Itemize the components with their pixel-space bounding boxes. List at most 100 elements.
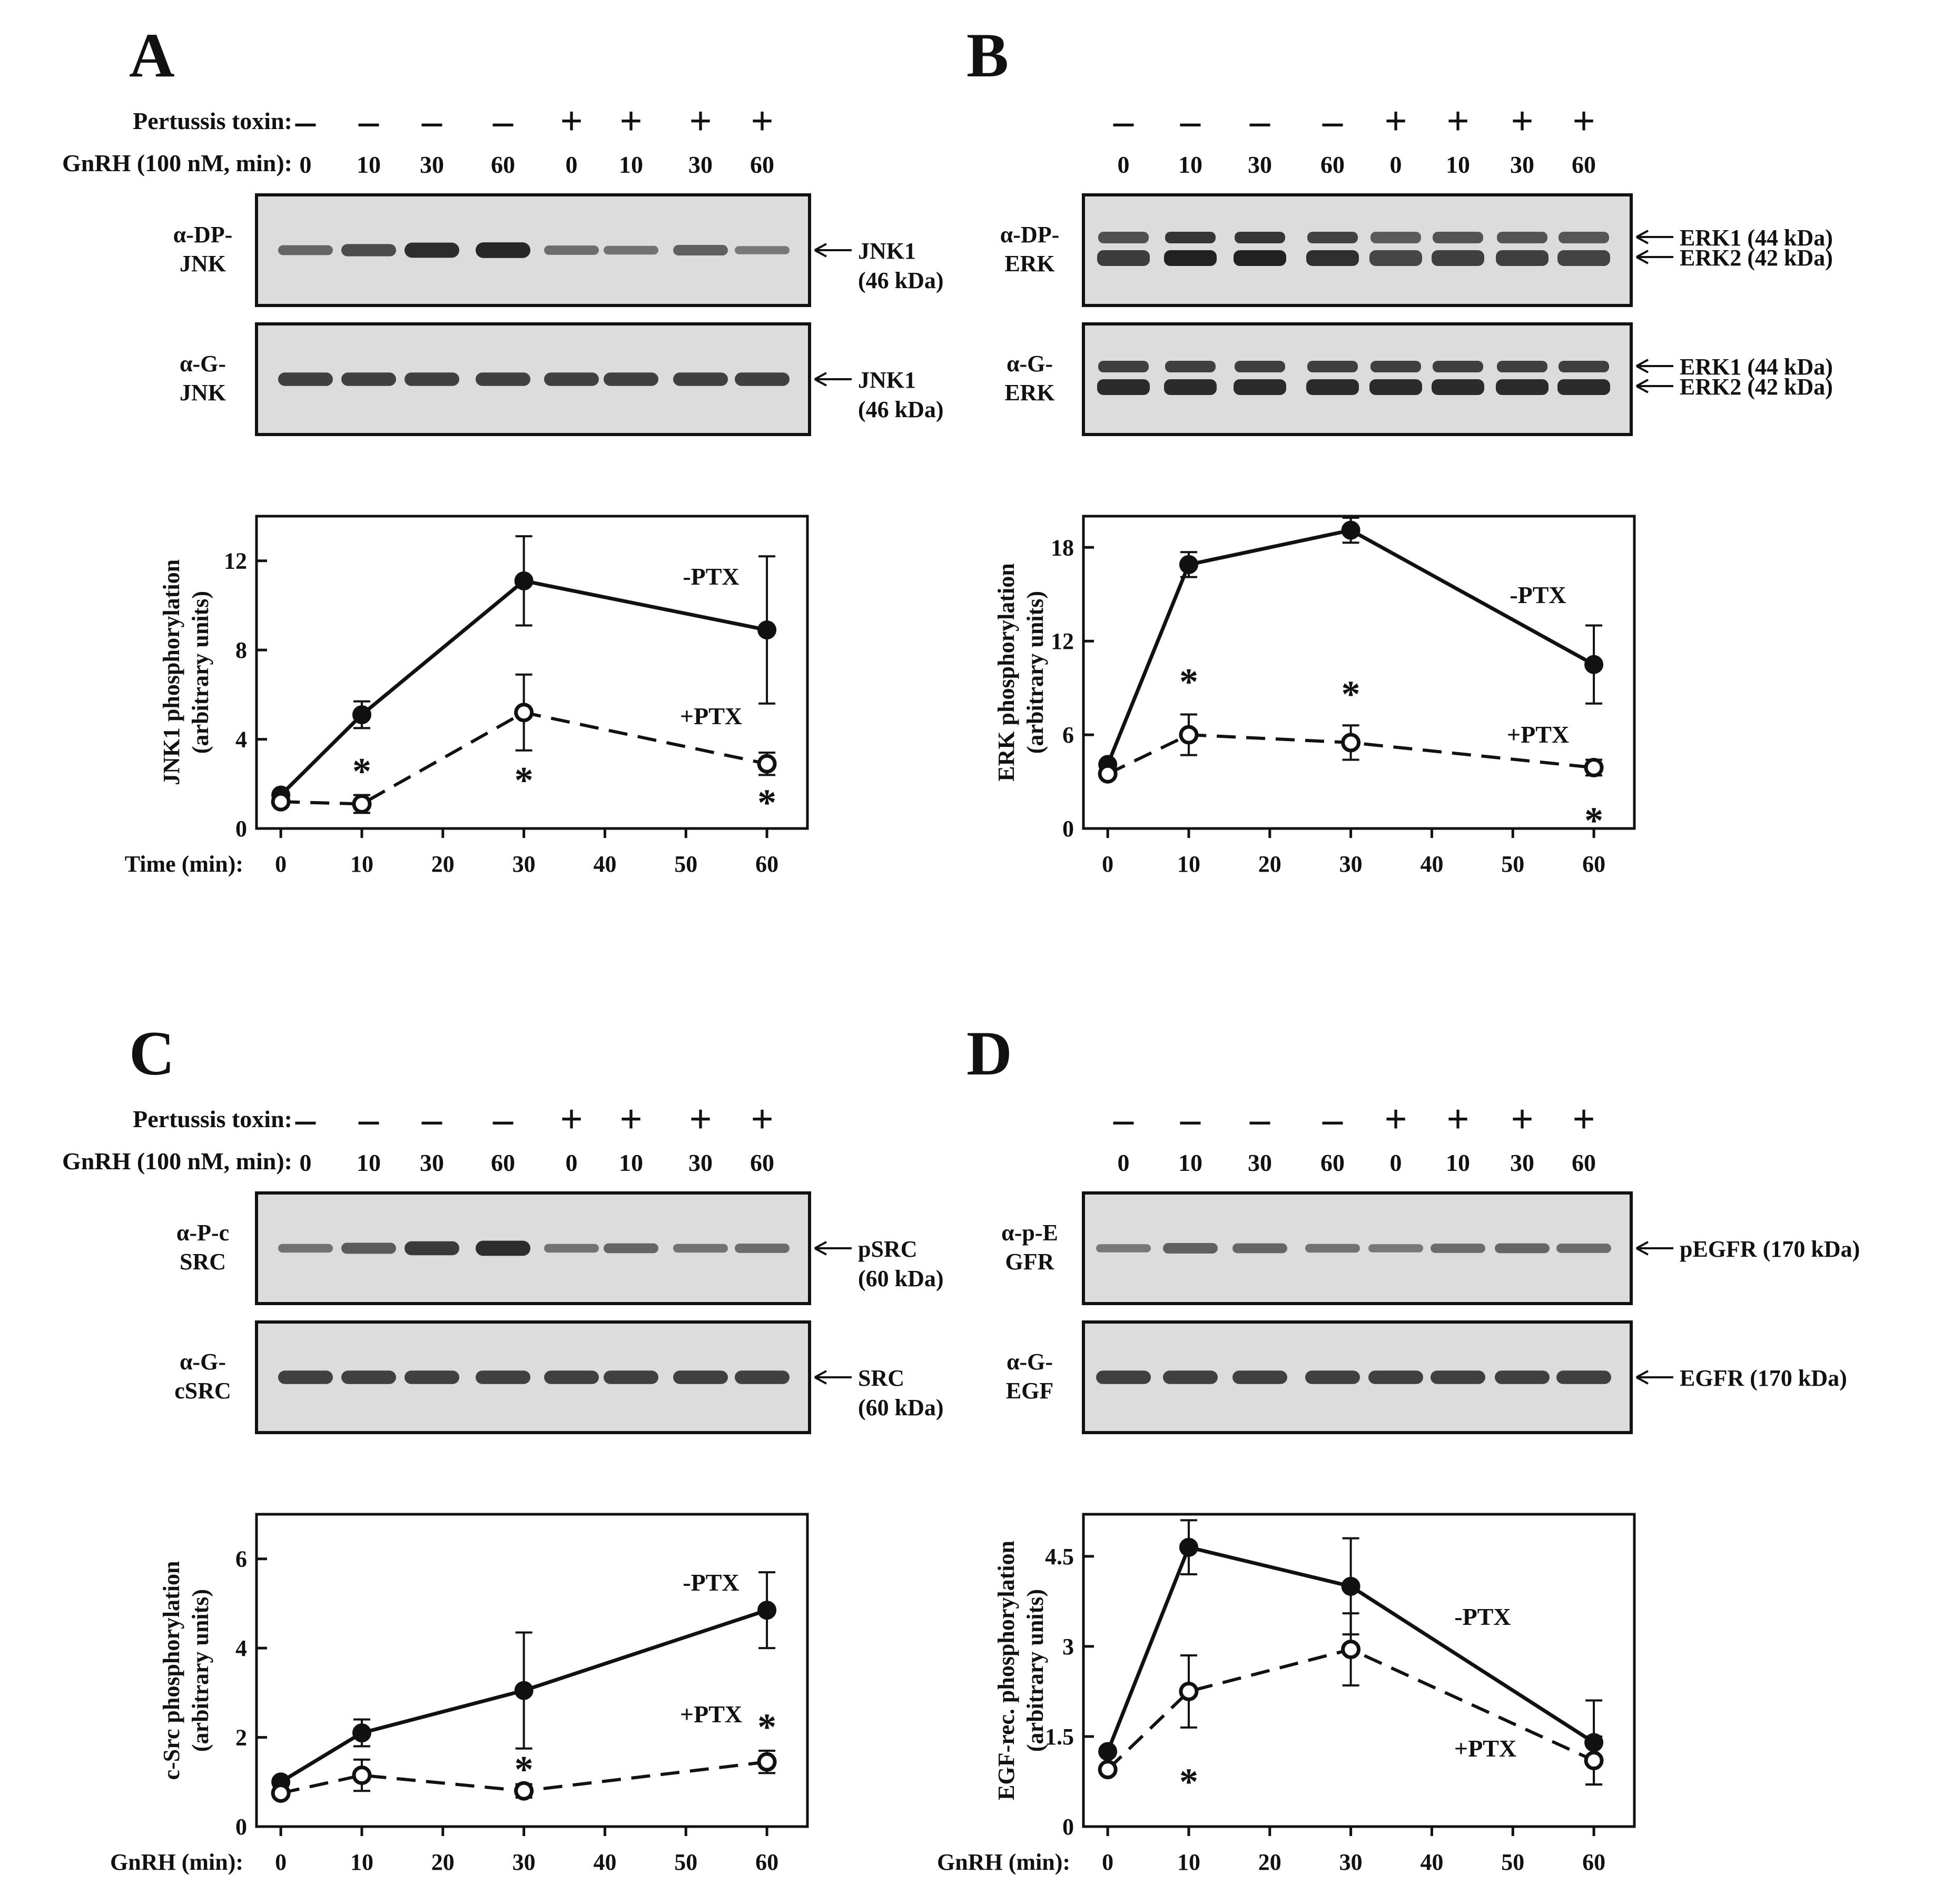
blot-band (476, 1240, 530, 1256)
arrow-head (1636, 1370, 1649, 1385)
y-axis-label: EGF-rec. phosphorylation (arbitrary units… (993, 1541, 1048, 1800)
treatment-sign: + (689, 99, 712, 143)
data-point (352, 1765, 372, 1785)
y-axis-label-line: (arbitrary units) (1022, 1589, 1048, 1752)
lane-time-label: 30 (420, 151, 444, 178)
blot-band (341, 1370, 396, 1384)
significance-asterisk: * (352, 751, 371, 793)
blot-band (604, 1370, 658, 1384)
blot-band (1235, 361, 1285, 372)
treatment-sign: – (295, 1097, 316, 1141)
treatment-sign: – (358, 99, 379, 143)
line-chart: 0 6 12 18 0 10 20 30 40 50 60 ERK phosphorylation (a… (993, 515, 1636, 877)
x-tick-label: 10 (350, 1849, 373, 1875)
data-point (757, 1601, 777, 1620)
arrow-head (814, 372, 827, 387)
blot-band (1096, 1244, 1151, 1252)
x-tick-label: 60 (755, 851, 778, 877)
band-arrow: ERK2 (42 kDa) (1636, 245, 1833, 271)
blot-band (1557, 250, 1610, 266)
lane-time-label: 0 (300, 151, 312, 178)
x-tick-label: 0 (1102, 851, 1113, 877)
data-point (271, 792, 291, 812)
y-axis-label: JNK1 phosphorylation (arbitrary units) (159, 559, 213, 785)
treatment-sign: – (492, 99, 514, 143)
lane-time-label: 0 (566, 151, 578, 178)
blot-band (476, 372, 530, 386)
series-label-plus-ptx: +PTX (1507, 721, 1569, 748)
series-line (1107, 1647, 1595, 1771)
x-tick-label: 20 (1258, 1849, 1281, 1875)
x-tick-label: 40 (1420, 851, 1443, 877)
x-tick-label: 10 (1177, 851, 1200, 877)
x-tick-label: 10 (1177, 1849, 1200, 1875)
lane-time-label: 0 (1118, 151, 1130, 178)
data-point (1098, 1742, 1118, 1761)
lane-time-label: 10 (1178, 1149, 1202, 1176)
antibody-label: cSRC (174, 1378, 231, 1404)
band-arrow: ERK1 (44 kDa) (1636, 354, 1833, 380)
blot-band (1559, 361, 1609, 372)
antibody-label: EGF (1006, 1378, 1053, 1404)
data-point (1179, 725, 1199, 745)
x-tick-label: 40 (1420, 1849, 1443, 1875)
x-axis-label: GnRH (min): (937, 1849, 1070, 1875)
arrow-head (1636, 1241, 1649, 1256)
x-tick-label: 50 (674, 1849, 697, 1875)
significance-asterisk: * (1584, 800, 1603, 842)
western-blot: α-p-E GFR pEGFR (170 kDa) (1001, 1191, 1860, 1305)
line-chart: 0 4 8 12 0 10 20 30 40 50 60 Time (min): JNK1 phosph… (125, 515, 809, 877)
arrow-head (814, 243, 827, 258)
lane-time-label: 0 (1118, 1149, 1130, 1176)
y-tick-label: 4 (235, 727, 247, 753)
treatment-sign: + (1446, 1097, 1469, 1141)
blot-band (544, 1244, 599, 1253)
treatment-sign: – (1322, 1097, 1343, 1141)
y-tick-label: 0 (235, 816, 247, 842)
lane-time-label: 30 (1248, 1149, 1272, 1176)
series-line (281, 711, 767, 806)
blot-band (1433, 232, 1483, 243)
blot-band (1369, 379, 1422, 395)
treatment-sign: + (689, 1097, 712, 1141)
blot-band (604, 372, 658, 386)
series-plus-ptx (271, 1749, 777, 1803)
blot-band (405, 242, 459, 258)
series-plus-ptx (1098, 713, 1604, 784)
treatment-sign: – (358, 1097, 379, 1141)
y-axis-label-line: c-Src phosphorylation (159, 1561, 184, 1780)
blot-band (1232, 1243, 1287, 1254)
x-tick-label: 30 (512, 1849, 536, 1875)
series-label-plus-ptx: +PTX (680, 1701, 742, 1728)
y-tick-label: 4.5 (1045, 1544, 1074, 1570)
blot-band (405, 1241, 459, 1256)
blot-band (1234, 379, 1286, 395)
blot-band (1165, 361, 1216, 372)
x-tick-label: 40 (593, 851, 616, 877)
blot-band (1368, 1244, 1423, 1252)
antibody-label: ERK (1004, 251, 1054, 277)
treatment-sign: + (619, 99, 642, 143)
x-tick-label: 30 (1339, 851, 1363, 877)
antibody-label: α-G- (1007, 351, 1053, 377)
lane-time-label: 0 (1390, 1149, 1402, 1176)
band-arrow: EGFR (170 kDa) (1636, 1365, 1847, 1391)
blot-band (673, 1370, 728, 1384)
y-tick-label: 8 (235, 637, 247, 663)
lane-time-label: 10 (1446, 1149, 1470, 1176)
blot-frame (1082, 193, 1633, 307)
blot-band (735, 1370, 790, 1384)
data-point (1179, 1537, 1198, 1557)
series-line (279, 579, 767, 796)
western-blot: α-DP- JNK JNK1 (46 kDa) (173, 193, 944, 307)
significance-asterisk: * (515, 759, 534, 802)
band-arrow: pEGFR (170 kDa) (1636, 1236, 1860, 1262)
blot-band (1164, 379, 1217, 395)
data-point (1584, 655, 1604, 674)
treatment-sign: – (1249, 99, 1270, 143)
band-label: ERK2 (42 kDa) (1680, 245, 1833, 271)
y-tick-label: 2 (235, 1725, 247, 1751)
y-axis-label-line: (arbitrary units) (1022, 591, 1048, 754)
blot-band (278, 245, 333, 255)
